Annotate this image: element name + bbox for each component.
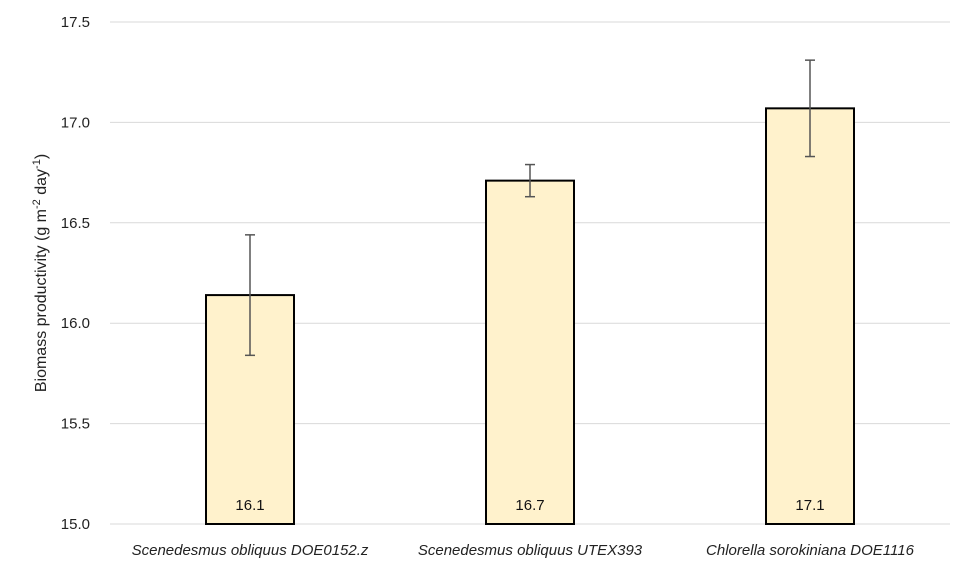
x-category-label: Scenedesmus obliquus UTEX393: [418, 542, 643, 559]
error-bar: [245, 234, 255, 357]
bar: [485, 179, 575, 526]
error-bar: [805, 59, 815, 158]
data-labels: 16.1 16.7 17.1: [235, 497, 824, 514]
x-category-label: Chlorella sorokiniana DOE1116: [706, 542, 915, 559]
y-tick-label: 16.5: [61, 215, 90, 232]
y-tick-label: 17.5: [61, 14, 90, 31]
y-tick-label: 17.0: [61, 114, 90, 131]
bar: [765, 107, 855, 526]
y-axis-label: Biomass productivity (g m-2 day-1): [31, 154, 50, 392]
y-axis-ticks: 15.0 15.5 16.0 16.5 17.0 17.5: [61, 14, 90, 533]
y-tick-label: 15.5: [61, 416, 90, 433]
y-tick-label: 15.0: [61, 516, 90, 533]
y-tick-label: 16.0: [61, 315, 90, 332]
bars: [205, 107, 855, 526]
x-category-label: Scenedesmus obliquus DOE0152.z: [132, 542, 369, 559]
data-label: 16.7: [515, 497, 544, 514]
error-bars: [245, 59, 815, 357]
error-bar: [525, 163, 535, 198]
x-axis-categories: Scenedesmus obliquus DOE0152.z Scenedesmu…: [132, 542, 915, 559]
data-label: 16.1: [235, 497, 264, 514]
data-label: 17.1: [795, 497, 824, 514]
